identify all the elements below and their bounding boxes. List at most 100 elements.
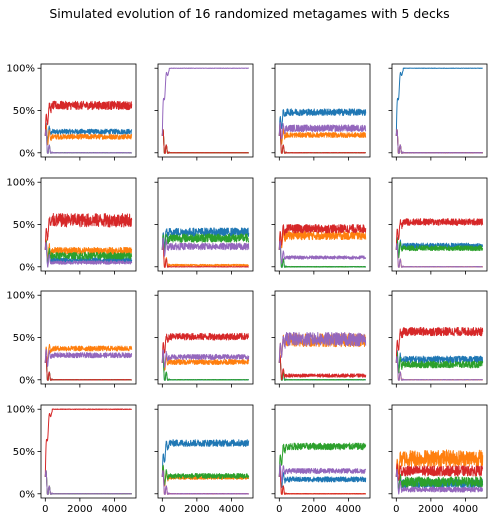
x-tick-label: 0 <box>276 504 282 515</box>
series-line-blue <box>44 355 132 381</box>
series-line-blue <box>44 122 133 142</box>
series-line-blue <box>395 67 483 136</box>
series-line-orange <box>161 128 250 154</box>
series-group <box>395 449 484 495</box>
y-tick-label: 0% <box>19 148 35 159</box>
y-tick-label: 0% <box>19 262 35 273</box>
series-line-red <box>44 356 133 381</box>
subplot-1-4 <box>388 63 488 161</box>
axes-frame <box>391 290 488 385</box>
subplot-3-2 <box>154 290 254 388</box>
series-line-purple <box>161 349 250 368</box>
series-line-orange <box>395 449 484 477</box>
series-line-purple <box>44 469 132 495</box>
series-line-blue <box>278 465 367 488</box>
series-line-blue <box>395 236 484 257</box>
series-line-red <box>395 463 484 481</box>
axes-frame <box>157 177 254 272</box>
series-line-green <box>161 128 249 154</box>
series-line-green <box>161 464 250 486</box>
series-group <box>161 439 250 495</box>
series-line-green <box>278 442 367 477</box>
series-line-orange <box>44 343 133 363</box>
series-group <box>161 67 250 154</box>
series-group <box>44 343 133 381</box>
subplot-3-3 <box>271 290 371 388</box>
series-line-red <box>395 326 484 363</box>
series-line-green <box>161 233 250 252</box>
series-line-purple <box>44 128 132 154</box>
series-line-green <box>44 355 133 381</box>
subplot-2-1: 0% 50% 100% <box>6 177 137 275</box>
series-line-red <box>44 100 133 136</box>
series-line-green <box>278 242 367 268</box>
x-tick-label: 4000 <box>219 504 244 515</box>
series-group <box>278 442 367 495</box>
y-tick-label: 0% <box>19 375 35 386</box>
series-group <box>161 332 250 381</box>
series-line-red <box>278 469 367 495</box>
axes-frame <box>157 404 254 499</box>
series-line-blue <box>161 227 250 250</box>
series-group <box>395 67 484 154</box>
y-tick-label: 100% <box>6 178 35 189</box>
series-line-green <box>395 237 484 259</box>
subplot-2-4 <box>388 177 488 275</box>
series-line-purple <box>161 237 250 257</box>
series-line-green <box>44 469 132 495</box>
series-line-purple <box>161 470 250 495</box>
series-line-red <box>44 408 132 477</box>
series-line-green <box>161 356 249 381</box>
x-tick-label: 2000 <box>418 504 443 515</box>
series-line-red <box>395 218 484 250</box>
subplot-4-1: 0% 50% 100% 0 2000 4000 <box>6 404 137 515</box>
series-line-green <box>44 240 133 263</box>
y-tick-label: 50% <box>13 106 35 117</box>
series-line-green <box>278 355 366 381</box>
subplot-3-4 <box>388 290 488 388</box>
series-line-red <box>161 242 249 268</box>
subplot-1-1: 0% 50% 100% <box>6 63 137 161</box>
series-line-purple <box>44 242 133 268</box>
series-line-orange <box>278 124 367 145</box>
y-tick-label: 0% <box>19 489 35 500</box>
series-line-orange <box>44 238 133 260</box>
x-tick-label: 4000 <box>336 504 361 515</box>
x-tick-label: 0 <box>393 504 399 515</box>
axes-frame <box>40 290 137 385</box>
series-line-purple <box>395 128 484 154</box>
subplot-3-1: 0% 50% 100% <box>6 290 137 388</box>
series-line-blue <box>278 243 367 268</box>
y-tick-label: 50% <box>13 447 35 458</box>
series-line-red <box>161 128 249 154</box>
series-line-orange <box>161 242 250 268</box>
series-line-purple <box>395 468 483 495</box>
y-tick-label: 50% <box>13 333 35 344</box>
series-line-orange <box>278 229 367 250</box>
series-group <box>44 213 133 268</box>
series-group <box>44 100 133 154</box>
series-group <box>395 218 484 268</box>
series-line-orange <box>278 470 367 495</box>
series-line-purple <box>161 67 250 136</box>
series-line-red <box>44 213 133 250</box>
x-tick-label: 0 <box>159 504 165 515</box>
series-group <box>278 224 367 268</box>
axes-frame <box>40 63 137 158</box>
y-tick-label: 100% <box>6 291 35 302</box>
x-tick-label: 2000 <box>301 504 326 515</box>
series-group <box>278 331 367 381</box>
subplot-4-2: 0 2000 4000 <box>154 404 254 515</box>
subplot-1-2 <box>154 63 254 161</box>
series-line-red <box>161 332 250 363</box>
axes-frame <box>274 404 371 499</box>
series-line-blue <box>161 128 249 154</box>
series-group <box>161 227 250 268</box>
series-line-purple <box>278 122 367 140</box>
series-line-blue <box>278 108 367 136</box>
x-tick-label: 4000 <box>453 504 478 515</box>
series-line-green <box>395 351 484 374</box>
y-tick-label: 100% <box>6 405 35 416</box>
subplot-4-3: 0 2000 4000 <box>271 404 371 515</box>
